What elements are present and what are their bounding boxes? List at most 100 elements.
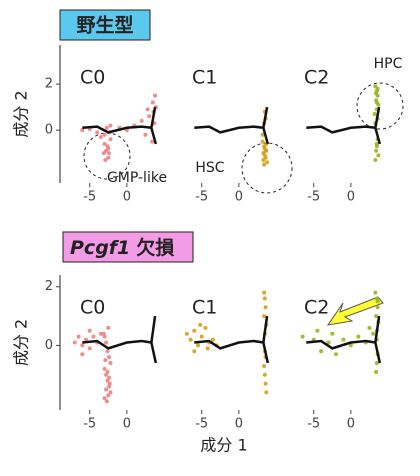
x-tick-label: -5 [307,190,320,205]
point [80,128,85,133]
point [101,331,106,336]
point [367,325,372,330]
point [330,331,335,336]
point [262,363,267,368]
point [334,352,338,357]
point [374,91,379,96]
point [139,118,144,123]
point [192,328,197,333]
point [106,325,111,330]
point [91,334,96,339]
annotation: HSC [195,160,224,176]
point [107,381,112,386]
point [198,322,203,327]
point [102,396,107,401]
point [87,328,92,333]
panel-title: C2 [304,297,329,319]
point [84,337,88,342]
point [341,337,346,342]
point [87,346,92,351]
group-box [59,9,151,41]
point [76,334,81,339]
panel-title: C1 [192,67,217,89]
point [105,349,110,354]
trajectory [194,315,270,364]
point [262,162,267,167]
x-tick-label: 0 [123,417,131,432]
point [371,331,376,336]
point [105,369,110,374]
point [356,334,361,339]
point [372,112,377,116]
point [260,132,265,137]
x-tick-label: 0 [347,190,355,205]
point [108,137,113,142]
point [374,100,379,105]
point [153,93,158,98]
point [103,358,108,363]
point [103,158,108,162]
point [374,369,379,374]
point [210,337,215,342]
point [263,381,268,386]
trajectory [194,106,270,145]
y-tick-label: 0 [45,338,53,353]
point [374,148,379,153]
point [265,160,270,165]
trajectory [306,315,382,364]
point [262,290,267,295]
point [108,361,113,366]
point [107,375,112,380]
point [375,299,380,304]
point [150,100,155,105]
point [145,107,150,112]
panel-title: C2 [304,67,329,89]
point [104,387,109,392]
point [319,349,324,354]
point [373,290,378,295]
y-tick-label: 2 [45,77,53,92]
point [107,151,112,156]
y-tick-label: 2 [45,279,53,294]
point [95,130,100,135]
point [263,305,268,310]
point [101,151,106,156]
trajectory [82,106,158,145]
point [374,314,379,319]
point [375,86,380,91]
panel-title: C1 [192,297,217,319]
annotation: HPC [374,56,403,72]
point [107,355,112,360]
x-tick-label: -5 [83,417,96,432]
gene-name: Pcgf1 [70,237,130,259]
y-axis-label: 成分 2 [12,90,31,137]
point [348,343,353,348]
x-tick-label: -5 [195,417,208,432]
point [326,340,331,345]
point [373,158,378,162]
point [106,393,111,398]
point [188,337,193,342]
point [374,361,379,366]
point [80,352,85,357]
point [104,125,109,130]
panel-title: C0 [80,67,105,89]
point [263,155,268,160]
group-suffix: 欠損 [136,236,175,259]
point [102,132,107,137]
point [300,334,305,339]
point [80,343,85,348]
x-axis-label: 成分 1 [200,436,247,455]
point [262,372,267,377]
trajectory [306,106,382,145]
point [72,340,77,345]
point [108,390,113,395]
group-box [62,231,194,263]
point [106,155,111,160]
highlight-circle [83,132,131,180]
point [376,153,381,158]
highlight-circle [241,142,293,194]
x-tick-label: -5 [83,190,96,205]
point [102,366,107,371]
